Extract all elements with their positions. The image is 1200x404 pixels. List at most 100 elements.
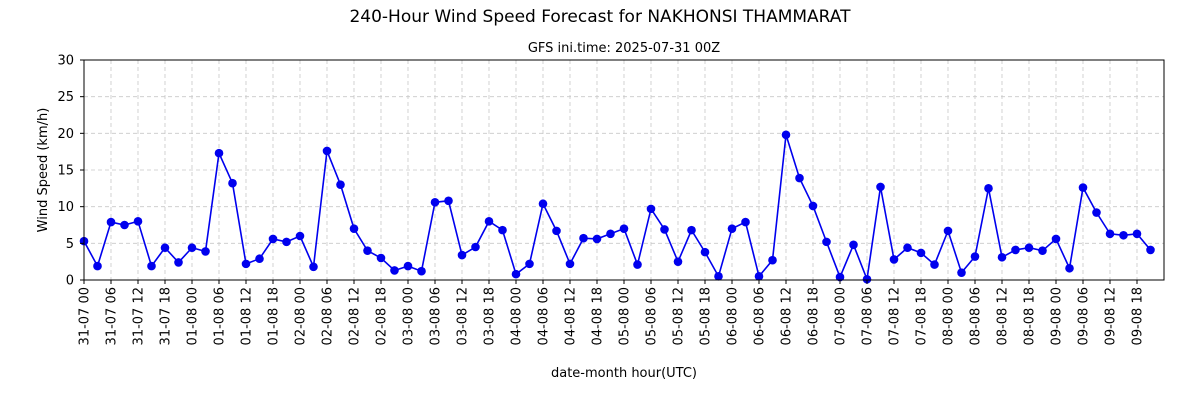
data-point [417, 266, 426, 276]
data-point [538, 199, 548, 209]
data-point [552, 226, 561, 236]
data-point [714, 272, 723, 281]
data-point [876, 182, 885, 192]
x-tick-label: 05-08 12 [672, 287, 687, 345]
data-point [390, 266, 399, 275]
data-point [1024, 243, 1034, 253]
data-point [592, 234, 602, 244]
data-point [309, 262, 318, 272]
data-point [1051, 234, 1061, 244]
y-tick-label: 30 [57, 54, 74, 69]
data-point [1078, 183, 1088, 192]
x-tick-label: 07-08 12 [888, 287, 903, 345]
data-point [822, 237, 831, 247]
x-tick-label: 01-08 06 [213, 287, 228, 345]
data-point [579, 233, 588, 243]
x-tick-label: 08-08 12 [996, 287, 1011, 345]
data-point [336, 180, 345, 189]
x-tick-label: 07-08 06 [861, 287, 876, 345]
data-point [201, 247, 210, 256]
data-point [471, 242, 480, 252]
x-tick-label: 05-08 00 [618, 287, 633, 345]
x-tick-label: 02-08 00 [294, 287, 309, 345]
data-point [943, 226, 953, 236]
data-point [862, 274, 872, 284]
data-point [795, 173, 804, 183]
data-point [727, 224, 737, 233]
x-tick-label: 08-08 18 [1023, 287, 1038, 345]
data-point [835, 272, 845, 282]
chart-subtitle: GFS ini.time: 2025-07-31 00Z [528, 41, 720, 56]
data-point [255, 254, 264, 264]
x-tick-label: 06-08 12 [780, 287, 795, 345]
series-layer [79, 130, 1155, 284]
data-point [646, 204, 656, 214]
data-point [363, 246, 372, 255]
data-point [498, 225, 507, 235]
data-point [673, 257, 683, 266]
x-tick-label: 01-08 18 [267, 287, 282, 345]
x-tick-label: 03-08 06 [429, 287, 444, 345]
data-point [160, 243, 170, 253]
x-axis: 31-07 00 31-07 06 31-07 12 31-07 18 01-08 00… [78, 280, 1146, 345]
data-point [565, 259, 575, 269]
y-tick-label: 25 [57, 90, 74, 105]
x-tick-label: 06-08 18 [807, 287, 822, 345]
data-point [754, 272, 764, 281]
data-point [997, 252, 1007, 262]
x-axis-label: date-month hour(UTC) [551, 366, 697, 381]
x-tick-label: 09-08 18 [1131, 287, 1146, 345]
y-tick-label: 10 [57, 200, 74, 215]
data-point [970, 252, 980, 261]
x-tick-label: 04-08 00 [510, 287, 525, 345]
x-tick-label: 08-08 00 [942, 287, 957, 345]
data-point [1065, 263, 1074, 273]
x-tick-label: 09-08 12 [1104, 287, 1119, 345]
data-point [606, 229, 615, 239]
x-tick-label: 03-08 18 [483, 287, 498, 345]
x-tick-label: 07-08 00 [834, 287, 849, 345]
data-point [1132, 229, 1142, 239]
data-point [511, 269, 521, 279]
x-tick-label: 05-08 18 [699, 287, 714, 345]
data-point [1011, 245, 1020, 255]
data-point [660, 225, 669, 234]
data-point [430, 197, 440, 207]
data-point [984, 184, 993, 193]
data-point [849, 240, 858, 250]
y-axis: 0 5 10 15 20 25 30 [57, 54, 84, 289]
data-point [903, 243, 912, 253]
x-tick-label: 02-08 06 [321, 287, 336, 345]
data-point [403, 261, 413, 271]
data-point [768, 255, 777, 265]
chart-title: 240-Hour Wind Speed Forecast for NAKHONS… [349, 7, 851, 27]
x-tick-label: 02-08 18 [375, 287, 390, 345]
data-point [808, 201, 818, 211]
data-point [187, 243, 197, 253]
x-tick-label: 03-08 00 [402, 287, 417, 345]
x-tick-label: 06-08 06 [753, 287, 768, 345]
x-tick-label: 01-08 00 [186, 287, 201, 345]
data-point [120, 220, 129, 230]
data-point [322, 146, 332, 156]
data-point [1105, 229, 1115, 239]
data-point [916, 248, 926, 258]
y-tick-label: 20 [57, 127, 74, 142]
data-point [1146, 245, 1155, 255]
x-tick-label: 01-08 12 [240, 287, 255, 345]
data-point [241, 259, 251, 269]
data-point [93, 261, 102, 271]
data-point [741, 217, 750, 227]
data-point [282, 237, 291, 247]
data-point [1119, 230, 1128, 240]
y-tick-label: 0 [66, 274, 74, 289]
data-point [484, 217, 494, 226]
x-tick-label: 09-08 06 [1077, 287, 1092, 345]
data-point [957, 268, 966, 277]
x-tick-label: 05-08 06 [645, 287, 660, 345]
data-point [174, 258, 183, 267]
x-tick-label: 04-08 06 [537, 287, 552, 345]
x-tick-label: 07-08 18 [915, 287, 930, 345]
x-tick-label: 06-08 00 [726, 287, 741, 345]
